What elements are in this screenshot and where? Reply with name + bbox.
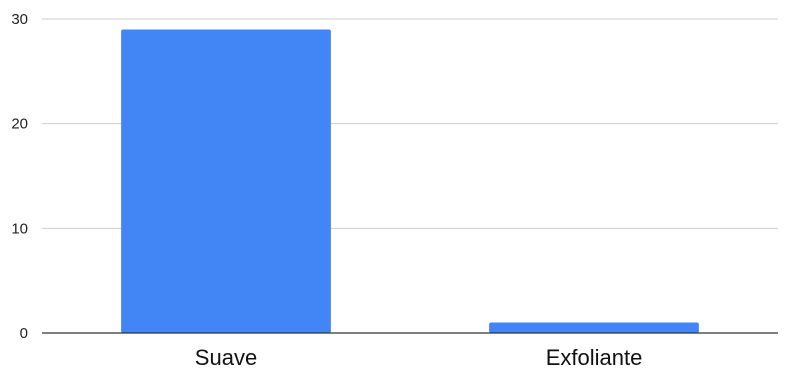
bar-exfoliante — [489, 322, 699, 333]
x-tick-label-exfoliante: Exfoliante — [546, 345, 643, 370]
y-axis-tick-labels: 0 10 20 30 — [11, 11, 28, 342]
y-tick-label-20: 20 — [11, 116, 28, 133]
x-tick-label-suave: Suave — [195, 345, 257, 370]
y-tick-label-10: 10 — [11, 220, 28, 237]
y-tick-label-30: 30 — [11, 11, 28, 28]
bars — [121, 29, 699, 333]
y-tick-label-0: 0 — [20, 325, 28, 342]
x-axis-category-labels: Suave Exfoliante — [195, 345, 643, 370]
bar-suave — [121, 29, 331, 333]
